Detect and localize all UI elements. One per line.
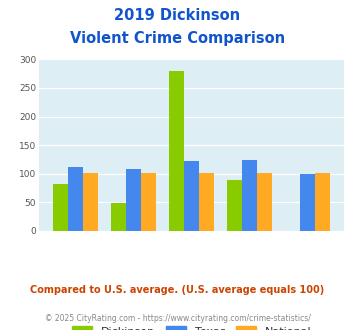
Bar (68, 167, 83, 231)
Bar (141, 173, 156, 231)
Bar (300, 174, 315, 231)
Bar (227, 180, 242, 231)
Bar (315, 173, 331, 231)
Text: Violent Crime Comparison: Violent Crime Comparison (70, 31, 285, 46)
Bar (257, 173, 272, 231)
Bar (83, 173, 98, 231)
Text: Compared to U.S. average. (U.S. average equals 100): Compared to U.S. average. (U.S. average … (31, 285, 324, 295)
Legend: Dickinson, Texas, National: Dickinson, Texas, National (71, 326, 312, 330)
Text: © 2025 CityRating.com - https://www.cityrating.com/crime-statistics/: © 2025 CityRating.com - https://www.city… (45, 314, 310, 323)
Bar (111, 203, 126, 231)
Bar (242, 159, 257, 231)
Bar (169, 71, 184, 231)
Bar (199, 173, 214, 231)
Text: 2019 Dickinson: 2019 Dickinson (114, 8, 241, 23)
Bar (126, 169, 141, 231)
Bar (184, 161, 199, 231)
Bar (53, 183, 68, 231)
